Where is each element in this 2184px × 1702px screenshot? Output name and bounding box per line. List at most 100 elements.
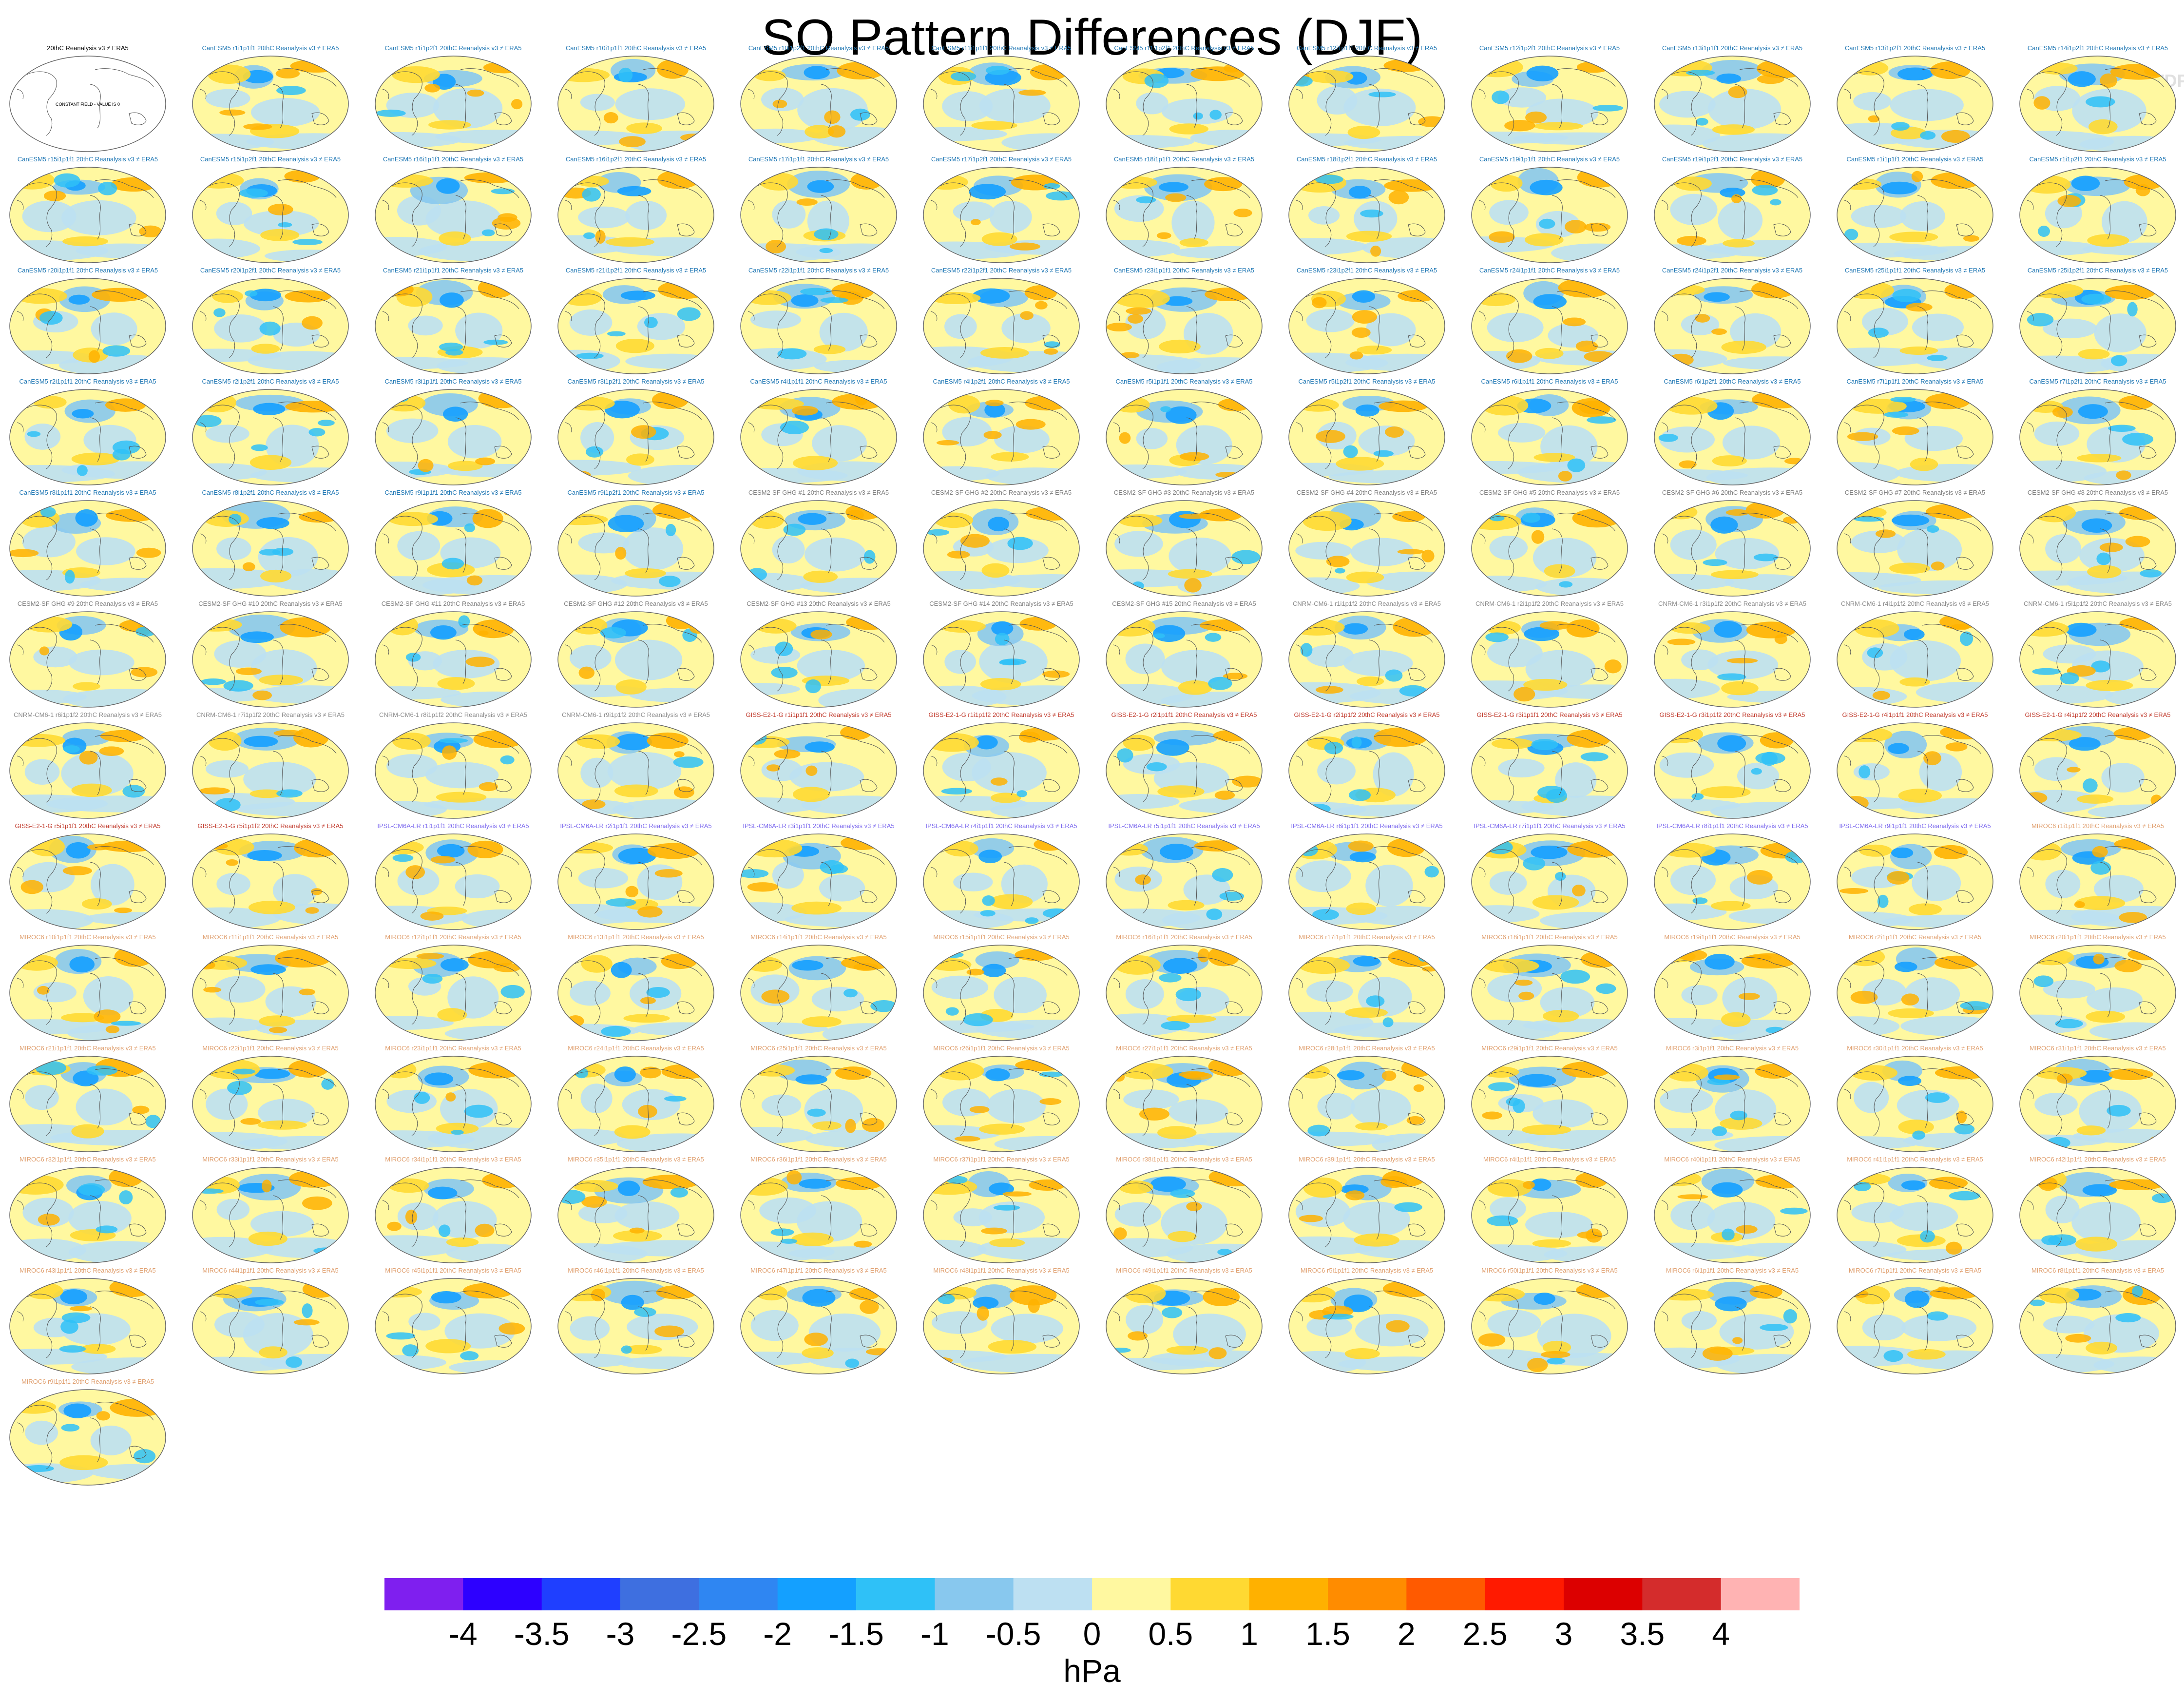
map-panel-title: IPSL-CM6A-LR r5i1p1f1 20thC Reanalysis v… bbox=[1108, 822, 1260, 830]
world-map bbox=[1654, 389, 1811, 485]
world-map bbox=[923, 611, 1080, 708]
map-panel-title: CanESM5 r23i1p1f1 20thC Reanalysis v3 ≠ … bbox=[1113, 267, 1255, 274]
map-panel: MIROC6 r50i1p1f1 20thC Reanalysis v3 ≠ E… bbox=[1469, 1267, 1630, 1378]
world-map bbox=[1654, 278, 1811, 374]
colorbar-tick-label: -4 bbox=[448, 1616, 478, 1652]
map-panel: MIROC6 r8i1p1f1 20thC Reanalysis v3 ≠ ER… bbox=[2017, 1267, 2178, 1378]
map-panel: CanESM5 r12i1p2f1 20thC Reanalysis v3 ≠ … bbox=[1469, 44, 1630, 155]
map-panel-title: CanESM5 r4i1p1f1 20thC Reanalysis v3 ≠ E… bbox=[750, 378, 887, 385]
world-map bbox=[923, 167, 1080, 263]
world-map bbox=[1106, 722, 1263, 819]
world-map bbox=[2019, 500, 2176, 597]
map-panel-title: CanESM5 r15i1p2f1 20thC Reanalysis v3 ≠ … bbox=[200, 155, 341, 163]
map-panel: GISS-E2-1-G r4i1p1f1 20thC Reanalysis v3… bbox=[1835, 711, 1995, 822]
world-map bbox=[1471, 1056, 1628, 1152]
world-map bbox=[375, 167, 532, 263]
map-panel: MIROC6 r32i1p1f1 20thC Reanalysis v3 ≠ E… bbox=[7, 1156, 168, 1267]
world-map bbox=[1837, 278, 1993, 374]
map-panel-title: MIROC6 r21i1p1f1 20thC Reanalysis v3 ≠ E… bbox=[19, 1044, 156, 1052]
world-map bbox=[9, 611, 166, 708]
world-map bbox=[1837, 389, 1993, 485]
map-panel-title: MIROC6 r4i1p1f1 20thC Reanalysis v3 ≠ ER… bbox=[1483, 1156, 1616, 1163]
map-panel-title: CNRM-CM6-1 r7i1p1f2 20thC Reanalysis v3 … bbox=[196, 711, 345, 718]
map-panel-title: MIROC6 r32i1p1f1 20thC Reanalysis v3 ≠ E… bbox=[19, 1156, 156, 1163]
map-panel: GISS-E2-1-G r3i1p1f2 20thC Reanalysis v3… bbox=[1652, 711, 1813, 822]
map-panel: GISS-E2-1-G r5i1p1f1 20thC Reanalysis v3… bbox=[7, 822, 168, 933]
map-panel: CNRM-CM6-1 r2i1p1f2 20thC Reanalysis v3 … bbox=[1469, 600, 1630, 711]
world-map bbox=[375, 945, 532, 1041]
world-map bbox=[557, 389, 714, 485]
map-panel-title: CanESM5 r9i1p2f1 20thC Reanalysis v3 ≠ E… bbox=[567, 489, 705, 496]
map-panel-title: MIROC6 r1i1p1f1 20thC Reanalysis v3 ≠ ER… bbox=[2031, 822, 2165, 830]
map-panel: CanESM5 r5i1p2f1 20thC Reanalysis v3 ≠ E… bbox=[1286, 378, 1447, 489]
map-panel-title: MIROC6 r33i1p1f1 20thC Reanalysis v3 ≠ E… bbox=[202, 1156, 339, 1163]
map-panel-title: CanESM5 r1i1p1f1 20thC Reanalysis v3 ≠ E… bbox=[1846, 155, 1984, 163]
map-panel: MIROC6 r14i1p1f1 20thC Reanalysis v3 ≠ E… bbox=[738, 933, 899, 1044]
world-map bbox=[1288, 1056, 1445, 1152]
map-panel: CanESM5 r17i1p1f1 20thC Reanalysis v3 ≠ … bbox=[738, 155, 899, 267]
world-map bbox=[1654, 722, 1811, 819]
world-map bbox=[1471, 56, 1628, 152]
world-map bbox=[557, 945, 714, 1041]
colorbar-segment bbox=[1642, 1578, 1722, 1610]
map-panel: GISS-E2-1-G r2i1p1f1 20thC Reanalysis v3… bbox=[1104, 711, 1264, 822]
world-map bbox=[923, 1056, 1080, 1152]
map-panel-title: MIROC6 r44i1p1f1 20thC Reanalysis v3 ≠ E… bbox=[202, 1267, 339, 1274]
map-panel-title: MIROC6 r27i1p1f1 20thC Reanalysis v3 ≠ E… bbox=[1116, 1044, 1252, 1052]
world-map bbox=[1106, 500, 1263, 597]
map-panel-title: MIROC6 r35i1p1f1 20thC Reanalysis v3 ≠ E… bbox=[568, 1156, 704, 1163]
map-panel-title: MIROC6 r40i1p1f1 20thC Reanalysis v3 ≠ E… bbox=[1664, 1156, 1801, 1163]
colorbar-segment bbox=[777, 1578, 857, 1610]
world-map bbox=[1837, 945, 1993, 1041]
map-panel: CanESM5 r16i1p2f1 20thC Reanalysis v3 ≠ … bbox=[556, 155, 716, 267]
map-panel-title: 20thC Reanalysis v3 ≠ ERA5 bbox=[47, 44, 129, 52]
map-panel: IPSL-CM6A-LR r5i1p1f1 20thC Reanalysis v… bbox=[1104, 822, 1264, 933]
colorbar-segment bbox=[1485, 1578, 1564, 1610]
map-panel-title: CNRM-CM6-1 r2i1p1f2 20thC Reanalysis v3 … bbox=[1475, 600, 1624, 607]
map-panel-title: CanESM5 r1i1p1f1 20thC Reanalysis v3 ≠ E… bbox=[202, 44, 339, 52]
map-panel-title: GISS-E2-1-G r3i1p1f1 20thC Reanalysis v3… bbox=[1476, 711, 1623, 718]
map-panel: MIROC6 r21i1p1f1 20thC Reanalysis v3 ≠ E… bbox=[7, 1044, 168, 1156]
map-panel-title: CanESM5 r24i1p1f1 20thC Reanalysis v3 ≠ … bbox=[1479, 267, 1620, 274]
map-panel-title: MIROC6 r41i1p1f1 20thC Reanalysis v3 ≠ E… bbox=[1847, 1156, 1983, 1163]
world-map bbox=[740, 389, 897, 485]
map-panel: GISS-E2-1-G r4i1p1f2 20thC Reanalysis v3… bbox=[2017, 711, 2178, 822]
colorbar-tick-label: 0.5 bbox=[1148, 1616, 1193, 1652]
map-panel: MIROC6 r27i1p1f1 20thC Reanalysis v3 ≠ E… bbox=[1104, 1044, 1264, 1156]
map-panel: IPSL-CM6A-LR r3i1p1f1 20thC Reanalysis v… bbox=[738, 822, 899, 933]
world-map bbox=[9, 833, 166, 930]
page-title: SO Pattern Differences (DJF) bbox=[761, 9, 1423, 66]
map-panel: MIROC6 r38i1p1f1 20thC Reanalysis v3 ≠ E… bbox=[1104, 1156, 1264, 1267]
map-panel-title: CanESM5 r20i1p2f1 20thC Reanalysis v3 ≠ … bbox=[200, 267, 341, 274]
map-panel-title: CanESM5 r9i1p1f1 20thC Reanalysis v3 ≠ E… bbox=[384, 489, 522, 496]
map-panel: CESM2-SF GHG #7 20thC Reanalysis v3 ≠ ER… bbox=[1835, 489, 1995, 600]
map-panel: CanESM5 r1i1p1f1 20thC Reanalysis v3 ≠ E… bbox=[1835, 155, 1995, 267]
map-panel-title: CESM2-SF GHG #3 20thC Reanalysis v3 ≠ ER… bbox=[1113, 489, 1255, 496]
map-panel: CanESM5 r19i1p1f1 20thC Reanalysis v3 ≠ … bbox=[1469, 155, 1630, 267]
world-map bbox=[2019, 389, 2176, 485]
map-panel-title: GISS-E2-1-G r2i1p1f1 20thC Reanalysis v3… bbox=[1111, 711, 1257, 718]
map-panel-title: MIROC6 r11i1p1f1 20thC Reanalysis v3 ≠ E… bbox=[202, 933, 339, 941]
map-panel-title: MIROC6 r2i1p1f1 20thC Reanalysis v3 ≠ ER… bbox=[1848, 933, 1982, 941]
map-panel: CanESM5 r3i1p1f1 20thC Reanalysis v3 ≠ E… bbox=[373, 378, 534, 489]
world-map bbox=[923, 833, 1080, 930]
map-panel-title: CanESM5 r20i1p1f1 20thC Reanalysis v3 ≠ … bbox=[17, 267, 158, 274]
map-panel-title: MIROC6 r39i1p1f1 20thC Reanalysis v3 ≠ E… bbox=[1299, 1156, 1435, 1163]
world-map bbox=[1471, 167, 1628, 263]
map-panel-title: CanESM5 r17i1p2f1 20thC Reanalysis v3 ≠ … bbox=[931, 155, 1072, 163]
map-panel: MIROC6 r7i1p1f1 20thC Reanalysis v3 ≠ ER… bbox=[1835, 1267, 1995, 1378]
map-panel: MIROC6 r46i1p1f1 20thC Reanalysis v3 ≠ E… bbox=[556, 1267, 716, 1378]
map-panel: CESM2-SF GHG #11 20thC Reanalysis v3 ≠ E… bbox=[373, 600, 534, 711]
map-panel-title: CanESM5 r4i1p2f1 20thC Reanalysis v3 ≠ E… bbox=[933, 378, 1070, 385]
world-map bbox=[192, 945, 349, 1041]
world-map bbox=[1106, 389, 1263, 485]
map-panel-title: CanESM5 r5i1p2f1 20thC Reanalysis v3 ≠ E… bbox=[1298, 378, 1436, 385]
map-panel: CNRM-CM6-1 r8i1p1f2 20thC Reanalysis v3 … bbox=[373, 711, 534, 822]
colorbar-tick-label: -2.5 bbox=[671, 1616, 727, 1652]
map-panel-title: CNRM-CM6-1 r1i1p1f2 20thC Reanalysis v3 … bbox=[1292, 600, 1441, 607]
world-map bbox=[740, 167, 897, 263]
map-panel: MIROC6 r12i1p1f1 20thC Reanalysis v3 ≠ E… bbox=[373, 933, 534, 1044]
map-panel: IPSL-CM6A-LR r9i1p1f1 20thC Reanalysis v… bbox=[1835, 822, 1995, 933]
map-panel-title: MIROC6 r12i1p1f1 20thC Reanalysis v3 ≠ E… bbox=[385, 933, 521, 941]
map-panel-title: CanESM5 r10i1p1f1 20thC Reanalysis v3 ≠ … bbox=[565, 44, 707, 52]
